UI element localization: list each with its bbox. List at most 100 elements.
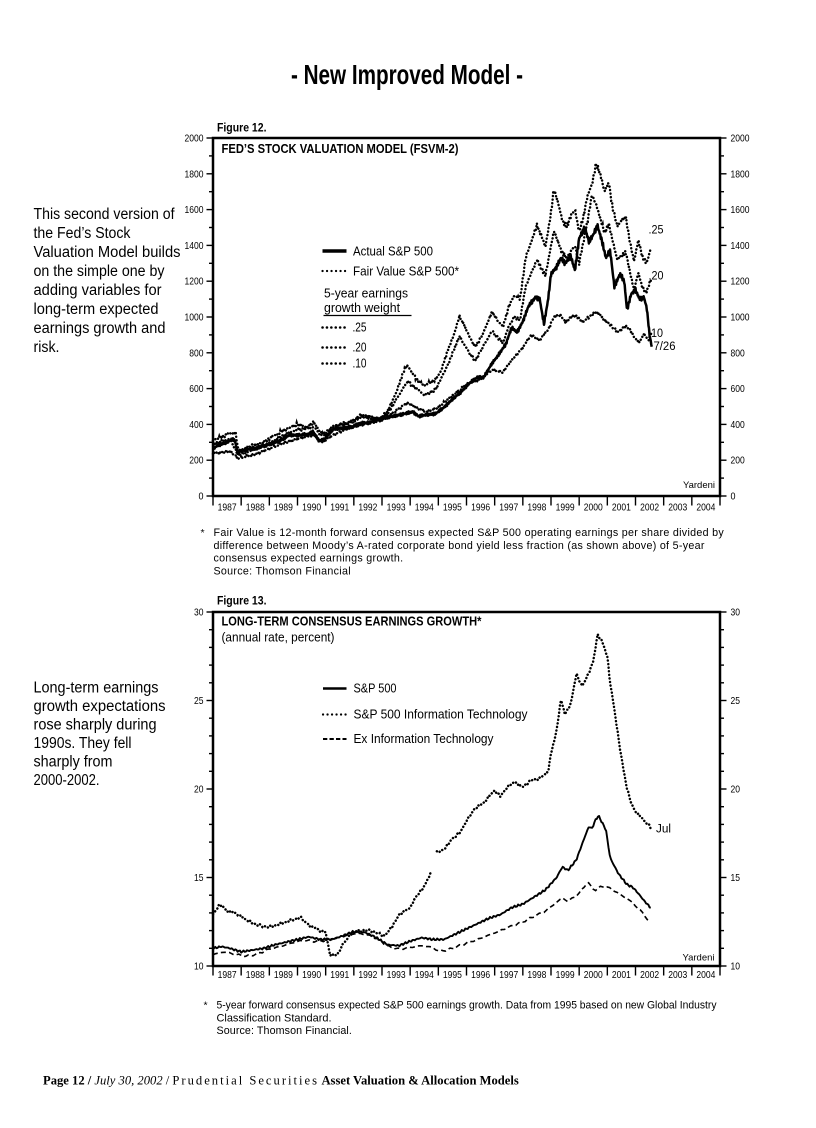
- svg-text:This second version of: This second version of: [34, 206, 176, 223]
- svg-text:1600: 1600: [731, 204, 750, 216]
- svg-text:1989: 1989: [274, 969, 293, 981]
- svg-text:Source: Thomson Financial.: Source: Thomson Financial.: [217, 1025, 352, 1037]
- svg-text:2001: 2001: [612, 969, 631, 981]
- svg-text:1998: 1998: [527, 502, 546, 514]
- svg-text:800: 800: [189, 347, 203, 359]
- svg-text:on the simple one by: on the simple one by: [34, 263, 165, 280]
- svg-text:5-year forward consensus expec: 5-year forward consensus expected S&P 50…: [217, 1000, 718, 1012]
- svg-text:adding variables for: adding variables for: [34, 282, 162, 299]
- svg-text:Jul: Jul: [656, 824, 671, 836]
- svg-text:1800: 1800: [185, 168, 204, 180]
- svg-text:2000: 2000: [185, 133, 204, 145]
- svg-text:20: 20: [731, 784, 741, 796]
- svg-text:.25: .25: [353, 321, 367, 335]
- svg-text:LONG-TERM CONSENSUS EARNINGS G: LONG-TERM CONSENSUS EARNINGS GROWTH*: [222, 614, 483, 629]
- svg-text:1991: 1991: [330, 969, 349, 981]
- svg-text:20: 20: [194, 784, 204, 796]
- svg-text:1994: 1994: [415, 969, 434, 981]
- svg-text:Yardeni: Yardeni: [683, 953, 715, 964]
- svg-text:15: 15: [194, 872, 204, 884]
- svg-text:2004: 2004: [696, 969, 715, 981]
- svg-text:200: 200: [731, 455, 745, 467]
- svg-text:1800: 1800: [731, 168, 750, 180]
- svg-text:1998: 1998: [527, 969, 546, 981]
- svg-text:difference between Moody’s A-r: difference between Moody’s A-rated corpo…: [214, 540, 705, 552]
- svg-text:Long-term earnings: Long-term earnings: [34, 680, 159, 697]
- svg-text:600: 600: [189, 383, 203, 395]
- svg-text:1992: 1992: [358, 502, 377, 514]
- svg-text:the Fed’s Stock: the Fed’s Stock: [34, 225, 131, 242]
- svg-text:1995: 1995: [443, 502, 462, 514]
- svg-text:2002: 2002: [640, 502, 659, 514]
- svg-text:1988: 1988: [246, 969, 265, 981]
- svg-text:0: 0: [199, 491, 204, 503]
- svg-text:1999: 1999: [556, 969, 575, 981]
- svg-text:S&P 500 Information Technology: S&P 500 Information Technology: [354, 708, 529, 722]
- svg-text:1400: 1400: [731, 240, 750, 252]
- svg-text:1000: 1000: [731, 312, 750, 324]
- svg-text:1993: 1993: [387, 502, 406, 514]
- svg-text:1999: 1999: [556, 502, 575, 514]
- svg-text:25: 25: [731, 695, 741, 707]
- svg-text:Ex Information Technology: Ex Information Technology: [354, 732, 495, 746]
- svg-text:2000-2002.: 2000-2002.: [34, 772, 100, 789]
- svg-text:Classification Standard.: Classification Standard.: [217, 1012, 332, 1024]
- svg-text:earnings growth and: earnings growth and: [34, 320, 166, 337]
- svg-text:- New Improved Model -: - New Improved Model -: [291, 59, 523, 90]
- svg-text:.25: .25: [649, 225, 664, 237]
- svg-text:10: 10: [731, 961, 741, 973]
- svg-text:risk.: risk.: [34, 339, 60, 356]
- svg-text:Source: Thomson Financial: Source: Thomson Financial: [214, 565, 351, 577]
- svg-text:1997: 1997: [499, 502, 518, 514]
- svg-text:1600: 1600: [185, 204, 204, 216]
- svg-text:2001: 2001: [612, 502, 631, 514]
- svg-text:1987: 1987: [218, 969, 237, 981]
- svg-text:1991: 1991: [330, 502, 349, 514]
- svg-text:.10: .10: [648, 328, 663, 340]
- svg-text:2003: 2003: [668, 502, 687, 514]
- svg-text:Fair Value is 12-month forward: Fair Value is 12-month forward consensus…: [214, 527, 725, 539]
- svg-text:2000: 2000: [584, 502, 603, 514]
- svg-text:S&P 500: S&P 500: [354, 682, 397, 696]
- svg-text:.20: .20: [649, 271, 664, 283]
- svg-text:1000: 1000: [185, 312, 204, 324]
- svg-text:(annual rate, percent): (annual rate, percent): [222, 631, 335, 645]
- svg-text:1990s. They fell: 1990s. They fell: [34, 735, 132, 752]
- svg-text:1988: 1988: [246, 502, 265, 514]
- svg-text:Actual S&P 500: Actual S&P 500: [353, 245, 433, 259]
- svg-text:200: 200: [189, 455, 203, 467]
- svg-text:1994: 1994: [415, 502, 434, 514]
- svg-text:1200: 1200: [185, 276, 204, 288]
- svg-text:Figure 12.: Figure 12.: [217, 121, 267, 135]
- svg-text:long-term expected: long-term expected: [34, 301, 159, 318]
- svg-text:15: 15: [731, 872, 741, 884]
- svg-text:1400: 1400: [185, 240, 204, 252]
- svg-text:rose sharply during: rose sharply during: [34, 717, 157, 734]
- svg-text:1990: 1990: [302, 969, 321, 981]
- svg-text:1989: 1989: [274, 502, 293, 514]
- svg-text:FED’S STOCK VALUATION MODEL (F: FED’S STOCK VALUATION MODEL (FSVM-2): [222, 141, 459, 156]
- svg-text:consensus expected earnings gr: consensus expected earnings growth.: [214, 553, 404, 565]
- svg-text:1987: 1987: [218, 502, 237, 514]
- svg-text:2004: 2004: [696, 502, 715, 514]
- svg-text:2002: 2002: [640, 969, 659, 981]
- svg-text:*: *: [201, 527, 205, 539]
- svg-text:growth expectations: growth expectations: [34, 698, 166, 715]
- svg-text:30: 30: [731, 607, 741, 619]
- svg-text:2003: 2003: [668, 969, 687, 981]
- svg-text:30: 30: [194, 607, 204, 619]
- svg-text:2000: 2000: [731, 133, 750, 145]
- svg-text:Fair Value S&P 500*: Fair Value S&P 500*: [353, 265, 459, 279]
- svg-text:10: 10: [194, 961, 204, 973]
- svg-text:Valuation Model builds: Valuation Model builds: [34, 244, 181, 261]
- svg-text:1997: 1997: [499, 969, 518, 981]
- svg-text:7/26: 7/26: [654, 341, 676, 353]
- svg-text:800: 800: [731, 347, 745, 359]
- svg-text:25: 25: [194, 695, 204, 707]
- svg-text:Page 12 / July 30, 2002 / Prud: Page 12 / July 30, 2002 / Prudential Sec…: [43, 1074, 519, 1088]
- svg-text:5-year earnings: 5-year earnings: [324, 287, 408, 301]
- svg-text:1996: 1996: [471, 502, 490, 514]
- svg-text:600: 600: [731, 383, 745, 395]
- svg-text:0: 0: [731, 491, 736, 503]
- svg-text:Yardeni: Yardeni: [683, 480, 715, 491]
